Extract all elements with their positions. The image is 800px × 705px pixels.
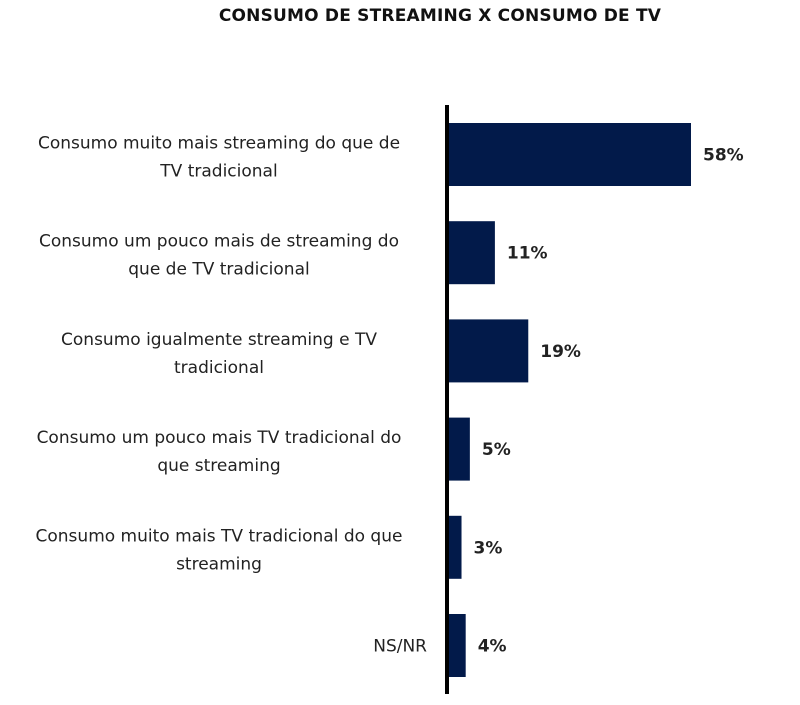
data-label: 5% bbox=[482, 440, 511, 460]
chart-title: CONSUMO DE STREAMING X CONSUMO DE TV bbox=[218, 6, 662, 26]
category-label: Consumo igualmente streaming e TV tradici… bbox=[61, 330, 377, 378]
category-label: Consumo muito mais streaming do que de TV… bbox=[38, 134, 400, 182]
data-label: 19% bbox=[540, 342, 581, 362]
bar bbox=[449, 515, 462, 579]
category-label: NS/NR bbox=[373, 637, 427, 657]
category-label: Consumo um pouco mais de streaming do que… bbox=[39, 232, 399, 280]
category-label: Consumo muito mais TV tradicional do que… bbox=[36, 526, 403, 574]
data-label: 11% bbox=[507, 244, 548, 264]
data-label: 4% bbox=[478, 637, 507, 657]
category-label: Consumo um pouco mais TV tradicional do q… bbox=[37, 428, 402, 476]
data-label: 58% bbox=[703, 146, 744, 166]
bar bbox=[449, 417, 470, 481]
bar bbox=[449, 221, 495, 285]
bar bbox=[449, 319, 529, 383]
bar bbox=[449, 614, 466, 677]
data-label: 3% bbox=[474, 538, 503, 558]
bar bbox=[449, 123, 691, 186]
